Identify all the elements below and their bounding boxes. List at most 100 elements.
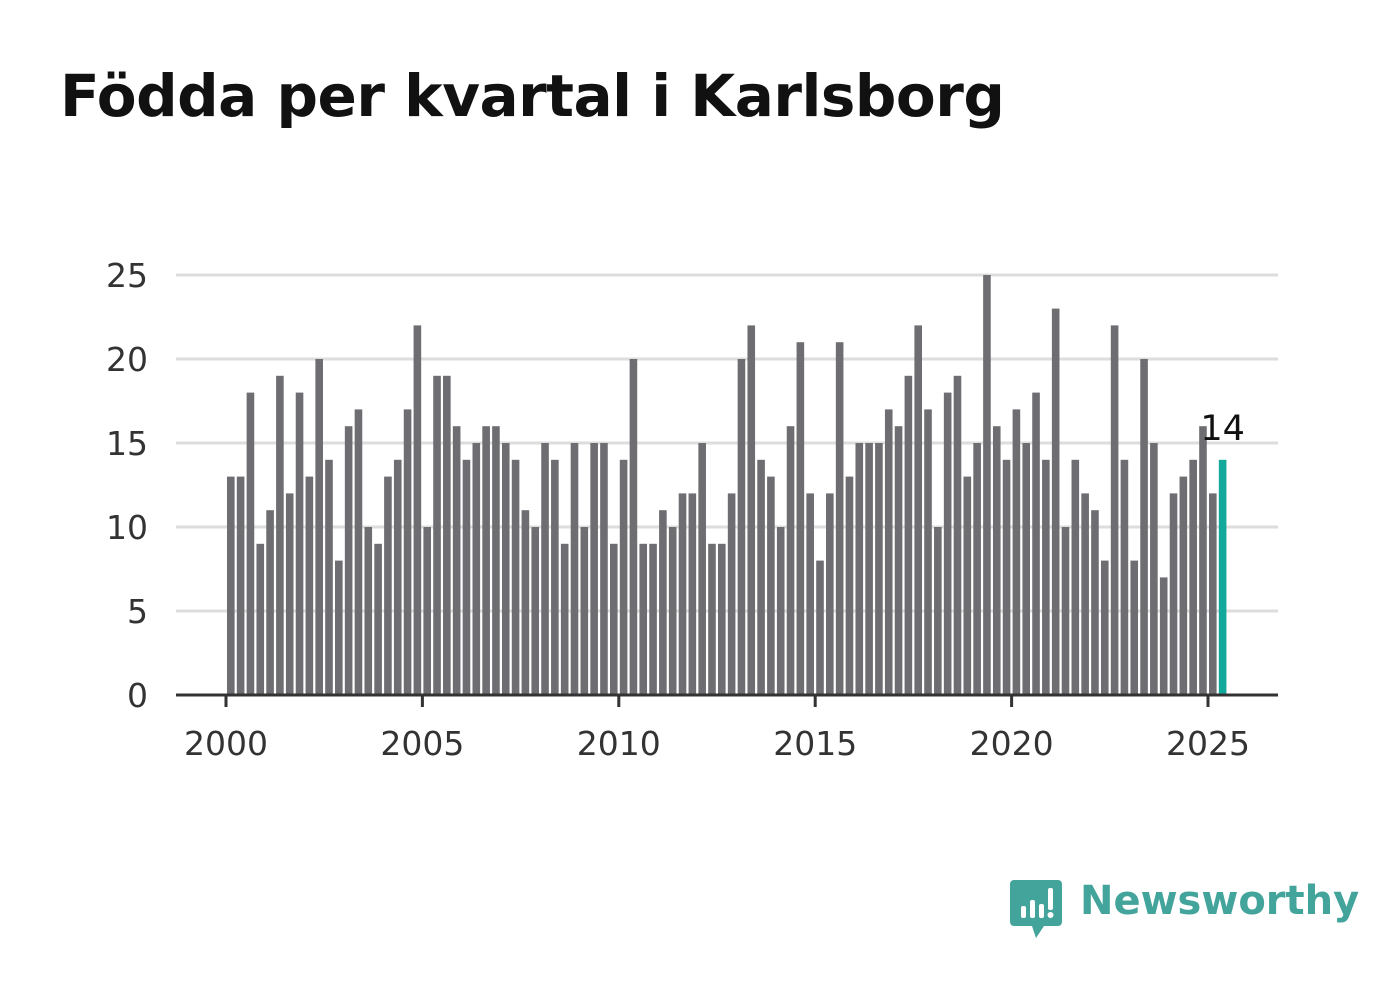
bar xyxy=(1169,493,1178,695)
x-axis-ticks: 2000 2005 2010 2015 2020 2025 xyxy=(184,695,1250,763)
bar xyxy=(826,493,834,695)
bar xyxy=(492,426,500,695)
bar xyxy=(364,527,373,695)
bar xyxy=(924,409,932,695)
y-tick-label: 15 xyxy=(106,424,148,463)
bar xyxy=(708,543,716,695)
y-tick-label: 5 xyxy=(127,592,148,631)
y-tick-label: 0 xyxy=(127,676,148,715)
bars xyxy=(227,275,1227,695)
bar xyxy=(894,426,903,695)
bar xyxy=(1179,476,1188,695)
bar xyxy=(629,359,638,695)
bar xyxy=(246,392,255,695)
bar xyxy=(678,493,687,695)
bar xyxy=(1022,443,1031,695)
x-tick-label: 2010 xyxy=(577,724,661,763)
bar xyxy=(688,493,697,695)
bar xyxy=(276,375,284,695)
newsworthy-logo-text: Newsworthy xyxy=(1080,878,1360,924)
bar xyxy=(718,543,726,695)
bar xyxy=(521,510,530,695)
newsworthy-logo: Newsworthy xyxy=(1010,878,1359,942)
y-tick-label: 20 xyxy=(106,340,148,379)
bar xyxy=(482,426,490,695)
bar xyxy=(256,543,265,695)
bar xyxy=(1081,493,1089,695)
bar xyxy=(1002,459,1011,695)
data-label-latest: 14 xyxy=(1200,409,1245,449)
bar xyxy=(1100,560,1109,695)
bar xyxy=(973,443,981,695)
bar xyxy=(845,476,854,695)
bar xyxy=(1140,359,1148,695)
bar xyxy=(1110,325,1119,695)
bar xyxy=(668,527,677,695)
newsworthy-logo-icon xyxy=(1010,880,1062,938)
bar xyxy=(649,543,657,695)
bar xyxy=(943,392,952,695)
bar xyxy=(639,543,648,695)
bar xyxy=(295,392,304,695)
bar xyxy=(335,560,343,695)
bar xyxy=(904,375,913,695)
bar-highlight xyxy=(1218,459,1227,695)
bar xyxy=(305,476,314,695)
bar xyxy=(963,476,972,695)
bar xyxy=(1071,459,1080,695)
bar xyxy=(1130,560,1139,695)
bar xyxy=(776,527,785,695)
bar xyxy=(1189,459,1197,695)
bar xyxy=(875,443,883,695)
bar xyxy=(914,325,922,695)
bar xyxy=(580,527,589,695)
bar xyxy=(698,443,706,695)
bar xyxy=(560,543,569,695)
bar xyxy=(227,476,235,695)
bar xyxy=(757,459,765,695)
bar xyxy=(865,443,873,695)
bar xyxy=(816,560,824,695)
chart-title: Födda per kvartal i Karlsborg xyxy=(60,62,1005,130)
bar xyxy=(570,443,579,695)
bar xyxy=(1032,392,1040,695)
bar xyxy=(619,459,628,695)
bar xyxy=(737,359,746,695)
bar xyxy=(443,375,451,695)
bar xyxy=(767,476,775,695)
x-tick-label: 2000 xyxy=(184,724,268,763)
bar xyxy=(511,459,520,695)
x-tick-label: 2020 xyxy=(970,724,1054,763)
bar xyxy=(462,459,471,695)
bar xyxy=(325,459,333,695)
bar xyxy=(374,543,382,695)
bar xyxy=(285,493,294,695)
bar xyxy=(747,325,756,695)
bar xyxy=(354,409,363,695)
bar xyxy=(541,443,549,695)
bar xyxy=(393,459,402,695)
bar xyxy=(884,409,893,695)
bar xyxy=(855,443,864,695)
bar xyxy=(423,527,431,695)
bar xyxy=(590,443,598,695)
bar xyxy=(806,493,814,695)
y-axis-ticks: 0 5 10 15 20 25 xyxy=(106,256,148,715)
y-tick-label: 25 xyxy=(106,256,148,295)
bar xyxy=(1159,577,1168,695)
bar xyxy=(600,443,608,695)
bar xyxy=(796,342,805,695)
bar xyxy=(786,426,795,695)
bar xyxy=(472,443,481,695)
bar xyxy=(1209,493,1217,695)
bar xyxy=(983,275,991,695)
bar xyxy=(531,527,540,695)
bar xyxy=(835,342,844,695)
bar xyxy=(1120,459,1129,695)
bar xyxy=(1051,308,1060,695)
x-tick-label: 2005 xyxy=(380,724,464,763)
x-tick-label: 2025 xyxy=(1166,724,1250,763)
bar xyxy=(1012,409,1021,695)
bar xyxy=(659,510,667,695)
